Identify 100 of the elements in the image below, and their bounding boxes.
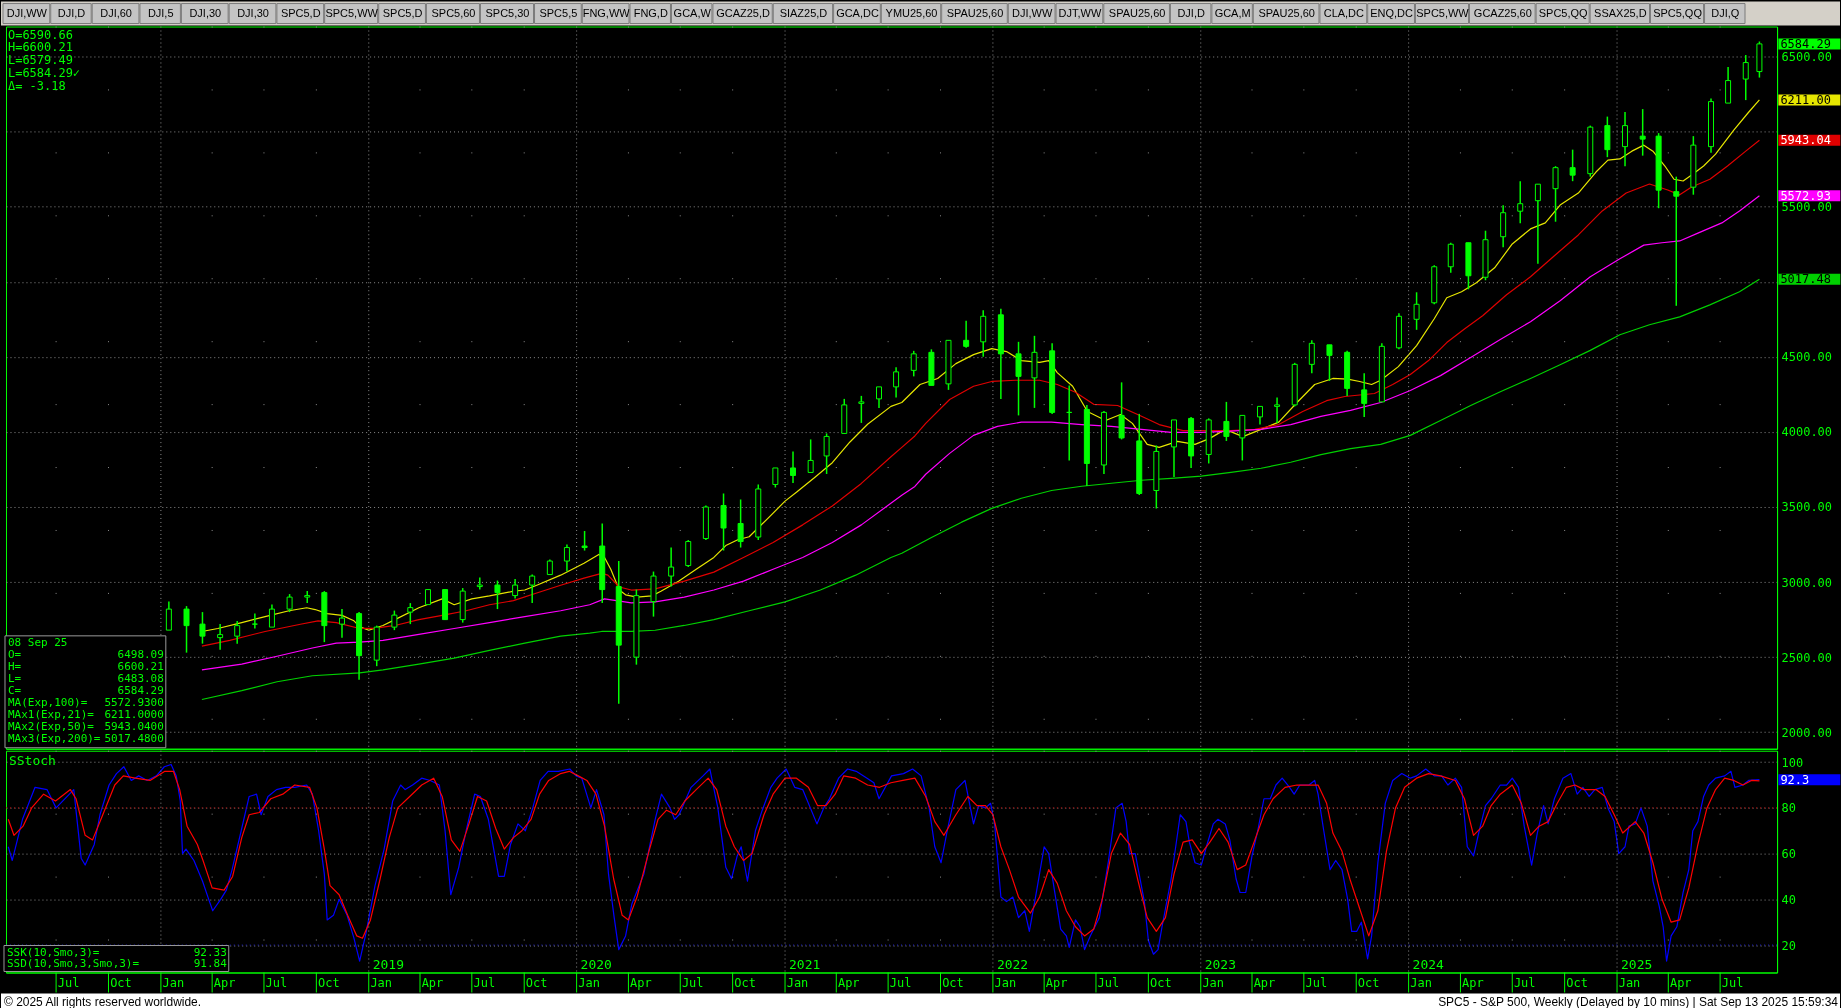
candlestick xyxy=(1326,344,1333,382)
annotation: 5017.48 xyxy=(1780,272,1831,287)
x-tick-label: Jan xyxy=(786,975,809,990)
text: DJI,30 xyxy=(237,6,269,19)
candlestick xyxy=(286,593,293,613)
candlestick xyxy=(1725,66,1732,104)
line-series xyxy=(201,278,1761,701)
annotation: 5017.4800 xyxy=(104,731,164,745)
x-tick-label: Jul xyxy=(57,975,80,990)
candlestick xyxy=(512,578,519,600)
x-tick-label: Apr xyxy=(1045,975,1068,990)
text: ENQ,DC xyxy=(1370,6,1413,19)
text: DJI,5 xyxy=(147,6,174,19)
annotation: 2019 xyxy=(372,957,404,973)
text: YMU25,60 xyxy=(885,6,938,19)
candlestick xyxy=(1308,339,1315,375)
x-tick-label: Jan xyxy=(1618,975,1641,990)
x-tick-label: Apr xyxy=(421,975,444,990)
y-tick-label: 60 xyxy=(1781,847,1796,862)
text: GCAZ25,60 xyxy=(1473,6,1532,19)
text: SIAZ25,D xyxy=(779,6,828,19)
candlestick xyxy=(165,600,172,631)
annotation: 91.84 xyxy=(193,957,228,971)
y-tick-label: 100 xyxy=(1781,755,1804,770)
annotation: 6211.0000 xyxy=(104,707,164,721)
candlestick xyxy=(581,530,588,552)
x-tick-label: Jul xyxy=(1097,975,1120,990)
y-tick-label: 4500.00 xyxy=(1781,350,1833,365)
annotation: 6584.29 xyxy=(1780,36,1831,51)
candlestick xyxy=(1015,341,1022,417)
candlestick xyxy=(1673,175,1680,307)
y-tick-label: 80 xyxy=(1781,801,1796,816)
y-tick-label: 40 xyxy=(1781,892,1796,907)
y-tick-label: 2500.00 xyxy=(1781,650,1833,665)
annotation: 6483.08 xyxy=(117,671,164,685)
x-tick-label: Apr xyxy=(837,975,860,990)
candlestick xyxy=(910,350,917,378)
candlestick xyxy=(893,366,900,399)
text: FNG,WW xyxy=(582,6,631,19)
y-tick-label: 3500.00 xyxy=(1781,500,1833,515)
annotation: MA(Exp,100)= xyxy=(7,695,88,709)
annotation: 2025 xyxy=(1621,957,1653,973)
x-tick-label: Oct xyxy=(734,975,756,990)
annotation: L= xyxy=(7,671,22,685)
annotation: 5943.04 xyxy=(1780,133,1831,148)
annotation: MAx1(Exp,21)= xyxy=(7,707,95,721)
candlestick xyxy=(772,467,779,489)
annotation: 2023 xyxy=(1204,957,1236,973)
candlestick xyxy=(391,609,398,631)
text: SPC5,WW xyxy=(1416,6,1470,19)
x-tick-label: Jul xyxy=(473,975,496,990)
candlestick xyxy=(858,395,865,424)
x-tick-label: Apr xyxy=(1462,975,1484,990)
candlestick xyxy=(1274,396,1281,424)
candlestick xyxy=(407,602,414,625)
candlestick xyxy=(1569,148,1576,182)
text: GCA,DC xyxy=(836,6,879,19)
candlestick xyxy=(823,432,830,475)
candlestick xyxy=(1517,180,1524,224)
annotation: 08 Sep 25 xyxy=(7,635,68,649)
annotation: 2021 xyxy=(789,957,821,973)
x-tick-label: Jan xyxy=(994,975,1017,990)
annotation: 92.3 xyxy=(1780,772,1810,787)
candlestick xyxy=(529,573,536,604)
chart-title: SStoch xyxy=(8,752,56,768)
text: DJI,D xyxy=(57,6,86,19)
candlestick xyxy=(563,543,570,573)
annotation: O= xyxy=(7,647,22,661)
annotation: O=6590.66 xyxy=(7,27,73,42)
candlestick xyxy=(668,546,675,588)
line-series xyxy=(201,195,1761,671)
candlestick xyxy=(234,620,241,645)
text: DJI,30 xyxy=(189,6,222,19)
annotation: 6498.09 xyxy=(117,647,164,661)
text: FNG,D xyxy=(633,6,668,19)
x-tick-label: Oct xyxy=(525,975,548,990)
x-tick-label: Oct xyxy=(1357,975,1380,990)
x-tick-label: Jan xyxy=(1410,975,1432,990)
text: CLA,DC xyxy=(1323,6,1365,19)
x-tick-label: Apr xyxy=(213,975,236,990)
candlestick xyxy=(304,590,311,604)
x-tick-label: Apr xyxy=(630,975,652,990)
text: SPC5,D xyxy=(280,6,321,19)
annotation: H= xyxy=(7,659,22,673)
candlestick xyxy=(1256,405,1263,426)
text: DJI,Q xyxy=(1711,6,1740,19)
x-tick-label: Jul xyxy=(1721,975,1744,990)
candlestick xyxy=(1534,183,1541,265)
text: GCAZ25,D xyxy=(716,6,770,19)
x-tick-label: Jul xyxy=(681,975,704,990)
x-tick-label: Jan xyxy=(578,975,600,990)
annotation: MAx2(Exp,50)= xyxy=(7,719,95,733)
annotation: 2022 xyxy=(996,957,1029,973)
x-tick-label: Jul xyxy=(1305,975,1328,990)
text: DJI,WW xyxy=(6,6,48,19)
candlestick xyxy=(1118,381,1125,441)
candlestick xyxy=(1413,291,1420,331)
candlestick xyxy=(494,579,501,610)
x-tick-label: Jan xyxy=(162,975,185,990)
candlestick xyxy=(199,611,206,645)
